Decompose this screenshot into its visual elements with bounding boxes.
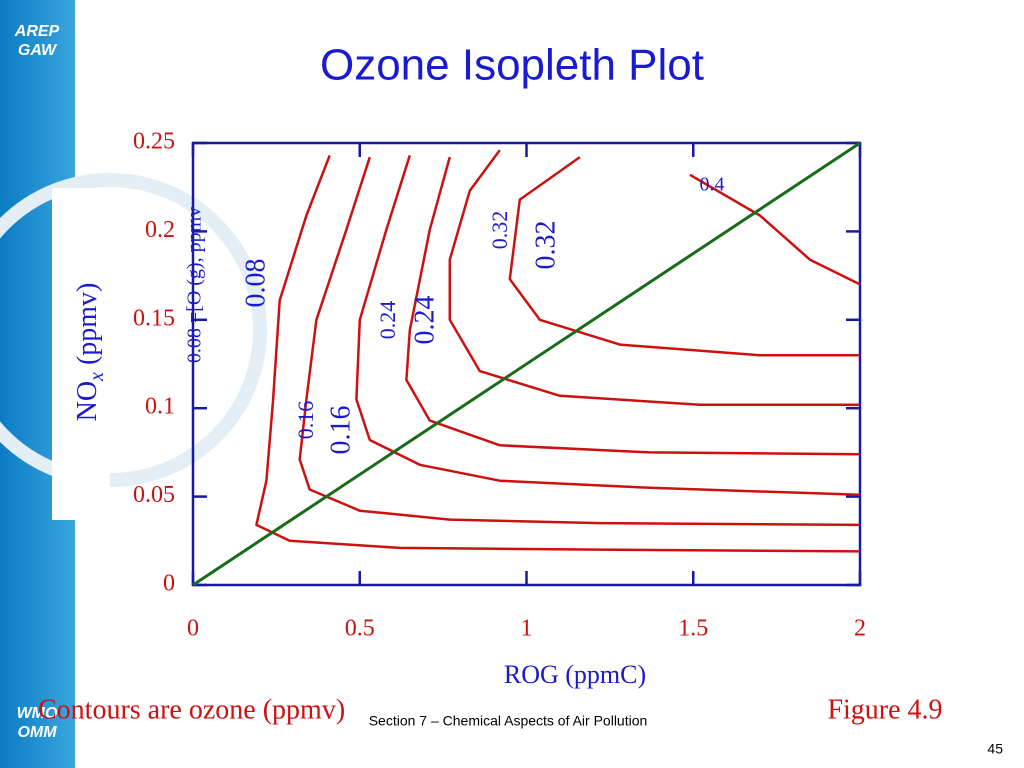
contour-line — [405, 156, 861, 456]
y-tick-label: 0.05 — [133, 482, 175, 508]
page-number: 45 — [987, 741, 1003, 757]
contour-line — [298, 156, 861, 527]
y-tick-label: 0.15 — [133, 305, 175, 331]
contour-line — [255, 154, 861, 553]
logo-text: WMO — [17, 705, 58, 722]
contour-label: 0.08 =[O (g), ppmv — [184, 207, 206, 363]
x-tick-label: 0 — [187, 616, 199, 642]
logo-text: AREP — [14, 23, 60, 40]
caption: Contours are ozone (ppmv) — [38, 694, 345, 725]
y-tick-label: 0.25 — [133, 129, 175, 155]
y-axis-label-part: NO — [72, 381, 103, 421]
reference-line — [192, 141, 861, 587]
x-tick-label: 2 — [854, 616, 866, 642]
y-axis-label-part: (ppmv) — [72, 283, 103, 372]
slide-title: Ozone Isopleth Plot — [320, 41, 704, 90]
x-axis-label: ROG (ppmC) — [504, 660, 646, 689]
y-tick-label: 0 — [163, 571, 175, 597]
contour-label: 0.16 — [293, 401, 318, 440]
y-tick-label: 0.1 — [145, 394, 175, 420]
logo-text: OMM — [17, 724, 57, 741]
contour-label: 0.32 — [530, 221, 561, 270]
logo-text: GAW — [18, 42, 58, 59]
figure-label: Figure 4.9 — [827, 694, 942, 725]
contour-label: 0.16 — [325, 406, 356, 455]
footer: Section 7 – Chemical Aspects of Air Poll… — [369, 713, 648, 729]
y-axis-label-part: x — [86, 372, 108, 382]
contour-label: 0.24 — [409, 296, 440, 345]
y-axis-label: NOx (ppmv) — [72, 283, 107, 422]
y-tick-label: 0.2 — [145, 217, 175, 243]
x-tick-label: 1.5 — [678, 616, 708, 642]
contour-line — [448, 149, 860, 406]
contour-line — [689, 173, 861, 286]
contour-line — [355, 155, 861, 497]
y-label-box — [52, 188, 110, 520]
contour-line — [508, 156, 860, 357]
contour-label: 0.4 — [700, 174, 725, 196]
contour-label: 0.08 — [240, 259, 271, 308]
contour-label: 0.24 — [375, 301, 400, 340]
plot: 0 0.05 0.1 0.15 0.2 0.25 0 0.5 1 1.5 2 0.08 0.08 =[O… — [133, 129, 866, 642]
x-tick-label: 0.5 — [345, 616, 375, 642]
contour-label: 0.32 — [487, 211, 512, 250]
x-tick-label: 1 — [521, 616, 533, 642]
